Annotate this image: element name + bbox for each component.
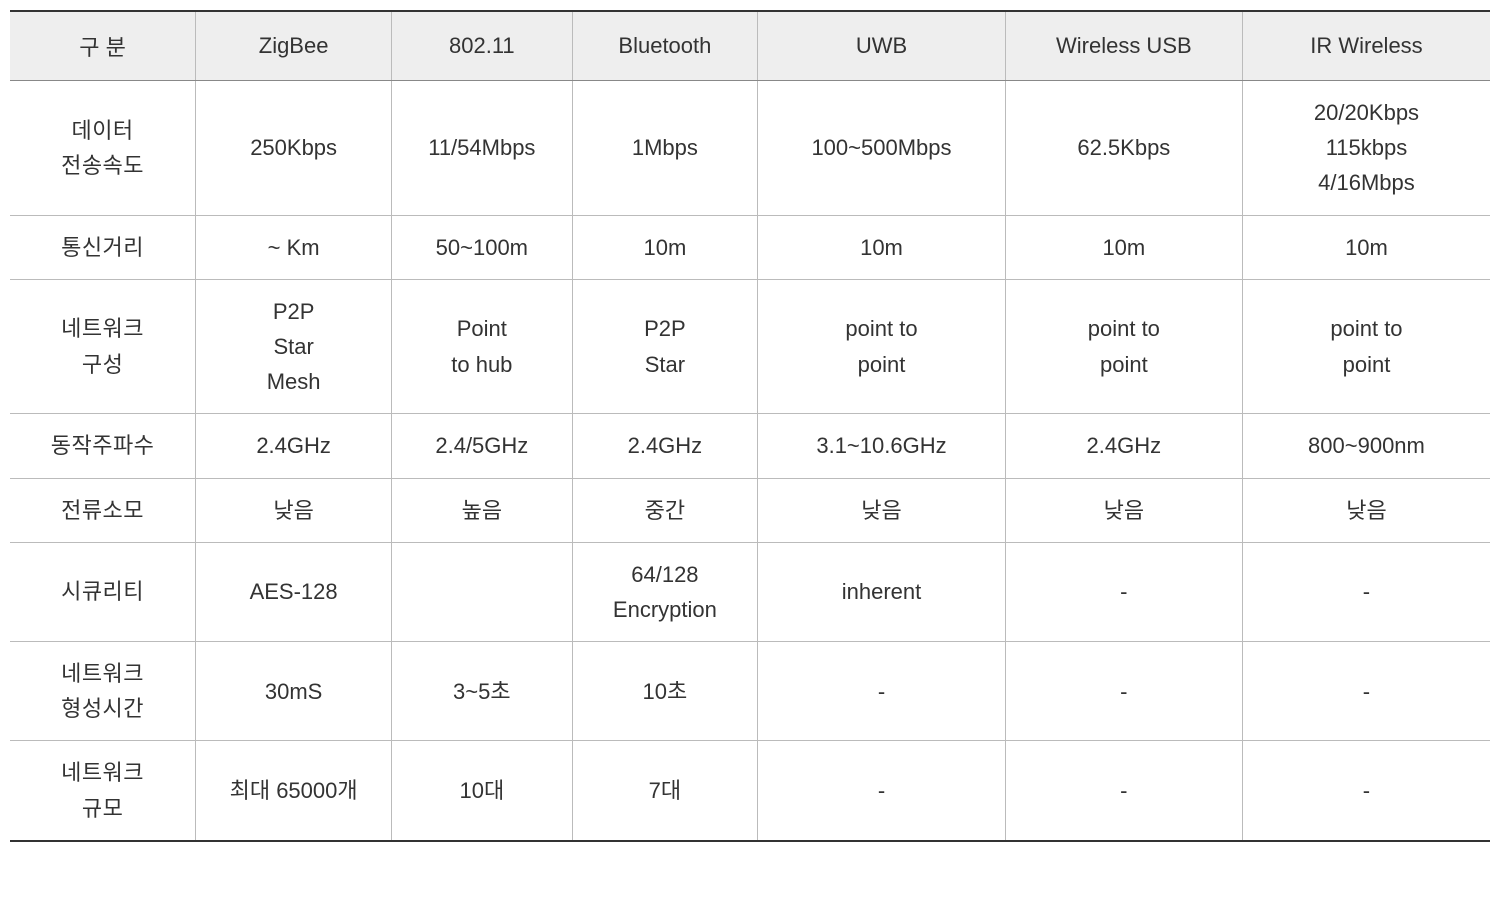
header-irwireless: IR Wireless — [1242, 11, 1490, 81]
table-cell: 10m — [758, 215, 1006, 279]
row-label: 시큐리티 — [10, 542, 196, 641]
table-cell: 10초 — [572, 642, 758, 741]
row-label: 네트워크규모 — [10, 741, 196, 841]
table-cell: 낮음 — [1242, 478, 1490, 542]
table-cell: 3.1~10.6GHz — [758, 414, 1006, 478]
table-cell: 100~500Mbps — [758, 81, 1006, 216]
table-cell: ~ Km — [196, 215, 392, 279]
table-cell: 7대 — [572, 741, 758, 841]
table-cell — [392, 542, 572, 641]
row-label: 전류소모 — [10, 478, 196, 542]
table-cell: 30mS — [196, 642, 392, 741]
table-cell: P2PStarMesh — [196, 279, 392, 414]
table-cell: - — [1005, 542, 1242, 641]
table-row: 동작주파수2.4GHz2.4/5GHz2.4GHz3.1~10.6GHz2.4G… — [10, 414, 1490, 478]
table-row: 통신거리~ Km50~100m10m10m10m10m — [10, 215, 1490, 279]
table-cell: inherent — [758, 542, 1006, 641]
table-cell: 800~900nm — [1242, 414, 1490, 478]
table-cell: 2.4/5GHz — [392, 414, 572, 478]
table-cell: 50~100m — [392, 215, 572, 279]
table-cell: point topoint — [1242, 279, 1490, 414]
table-body: 데이터전송속도250Kbps11/54Mbps1Mbps100~500Mbps6… — [10, 81, 1490, 841]
table-cell: 2.4GHz — [196, 414, 392, 478]
table-cell: - — [1242, 741, 1490, 841]
table-cell: - — [1005, 642, 1242, 741]
table-cell: 1Mbps — [572, 81, 758, 216]
header-category: 구 분 — [10, 11, 196, 81]
table-row: 네트워크구성P2PStarMeshPointto hubP2PStarpoint… — [10, 279, 1490, 414]
table-cell: 10m — [1242, 215, 1490, 279]
table-cell: P2PStar — [572, 279, 758, 414]
table-cell: point topoint — [1005, 279, 1242, 414]
table-cell: 20/20Kbps115kbps4/16Mbps — [1242, 81, 1490, 216]
table-cell: 10대 — [392, 741, 572, 841]
header-wirelessusb: Wireless USB — [1005, 11, 1242, 81]
header-zigbee: ZigBee — [196, 11, 392, 81]
row-label: 네트워크형성시간 — [10, 642, 196, 741]
table-row: 네트워크형성시간30mS3~5초10초--- — [10, 642, 1490, 741]
table-cell: 낮음 — [758, 478, 1006, 542]
table-row: 데이터전송속도250Kbps11/54Mbps1Mbps100~500Mbps6… — [10, 81, 1490, 216]
row-label: 네트워크구성 — [10, 279, 196, 414]
row-label: 데이터전송속도 — [10, 81, 196, 216]
table-cell: - — [758, 741, 1006, 841]
table-cell: 최대 65000개 — [196, 741, 392, 841]
table-cell: 11/54Mbps — [392, 81, 572, 216]
row-label: 통신거리 — [10, 215, 196, 279]
table-row: 전류소모낮음높음중간낮음낮음낮음 — [10, 478, 1490, 542]
table-cell: 10m — [1005, 215, 1242, 279]
table-cell: 10m — [572, 215, 758, 279]
table-cell: - — [758, 642, 1006, 741]
table-cell: point topoint — [758, 279, 1006, 414]
table-cell: 낮음 — [1005, 478, 1242, 542]
table-row: 네트워크규모최대 65000개10대7대--- — [10, 741, 1490, 841]
table-cell: 2.4GHz — [1005, 414, 1242, 478]
row-label: 동작주파수 — [10, 414, 196, 478]
table-cell: - — [1005, 741, 1242, 841]
table-cell: 중간 — [572, 478, 758, 542]
table-cell: 64/128Encryption — [572, 542, 758, 641]
table-cell: 낮음 — [196, 478, 392, 542]
header-80211: 802.11 — [392, 11, 572, 81]
table-cell: 62.5Kbps — [1005, 81, 1242, 216]
table-cell: - — [1242, 642, 1490, 741]
table-cell: Pointto hub — [392, 279, 572, 414]
table-cell: 3~5초 — [392, 642, 572, 741]
table-header-row: 구 분 ZigBee 802.11 Bluetooth UWB Wireless… — [10, 11, 1490, 81]
table-cell: - — [1242, 542, 1490, 641]
header-bluetooth: Bluetooth — [572, 11, 758, 81]
table-cell: 2.4GHz — [572, 414, 758, 478]
table-row: 시큐리티AES-12864/128Encryptioninherent-- — [10, 542, 1490, 641]
table-cell: 높음 — [392, 478, 572, 542]
table-cell: AES-128 — [196, 542, 392, 641]
comparison-table: 구 분 ZigBee 802.11 Bluetooth UWB Wireless… — [10, 10, 1490, 842]
table-cell: 250Kbps — [196, 81, 392, 216]
header-uwb: UWB — [758, 11, 1006, 81]
